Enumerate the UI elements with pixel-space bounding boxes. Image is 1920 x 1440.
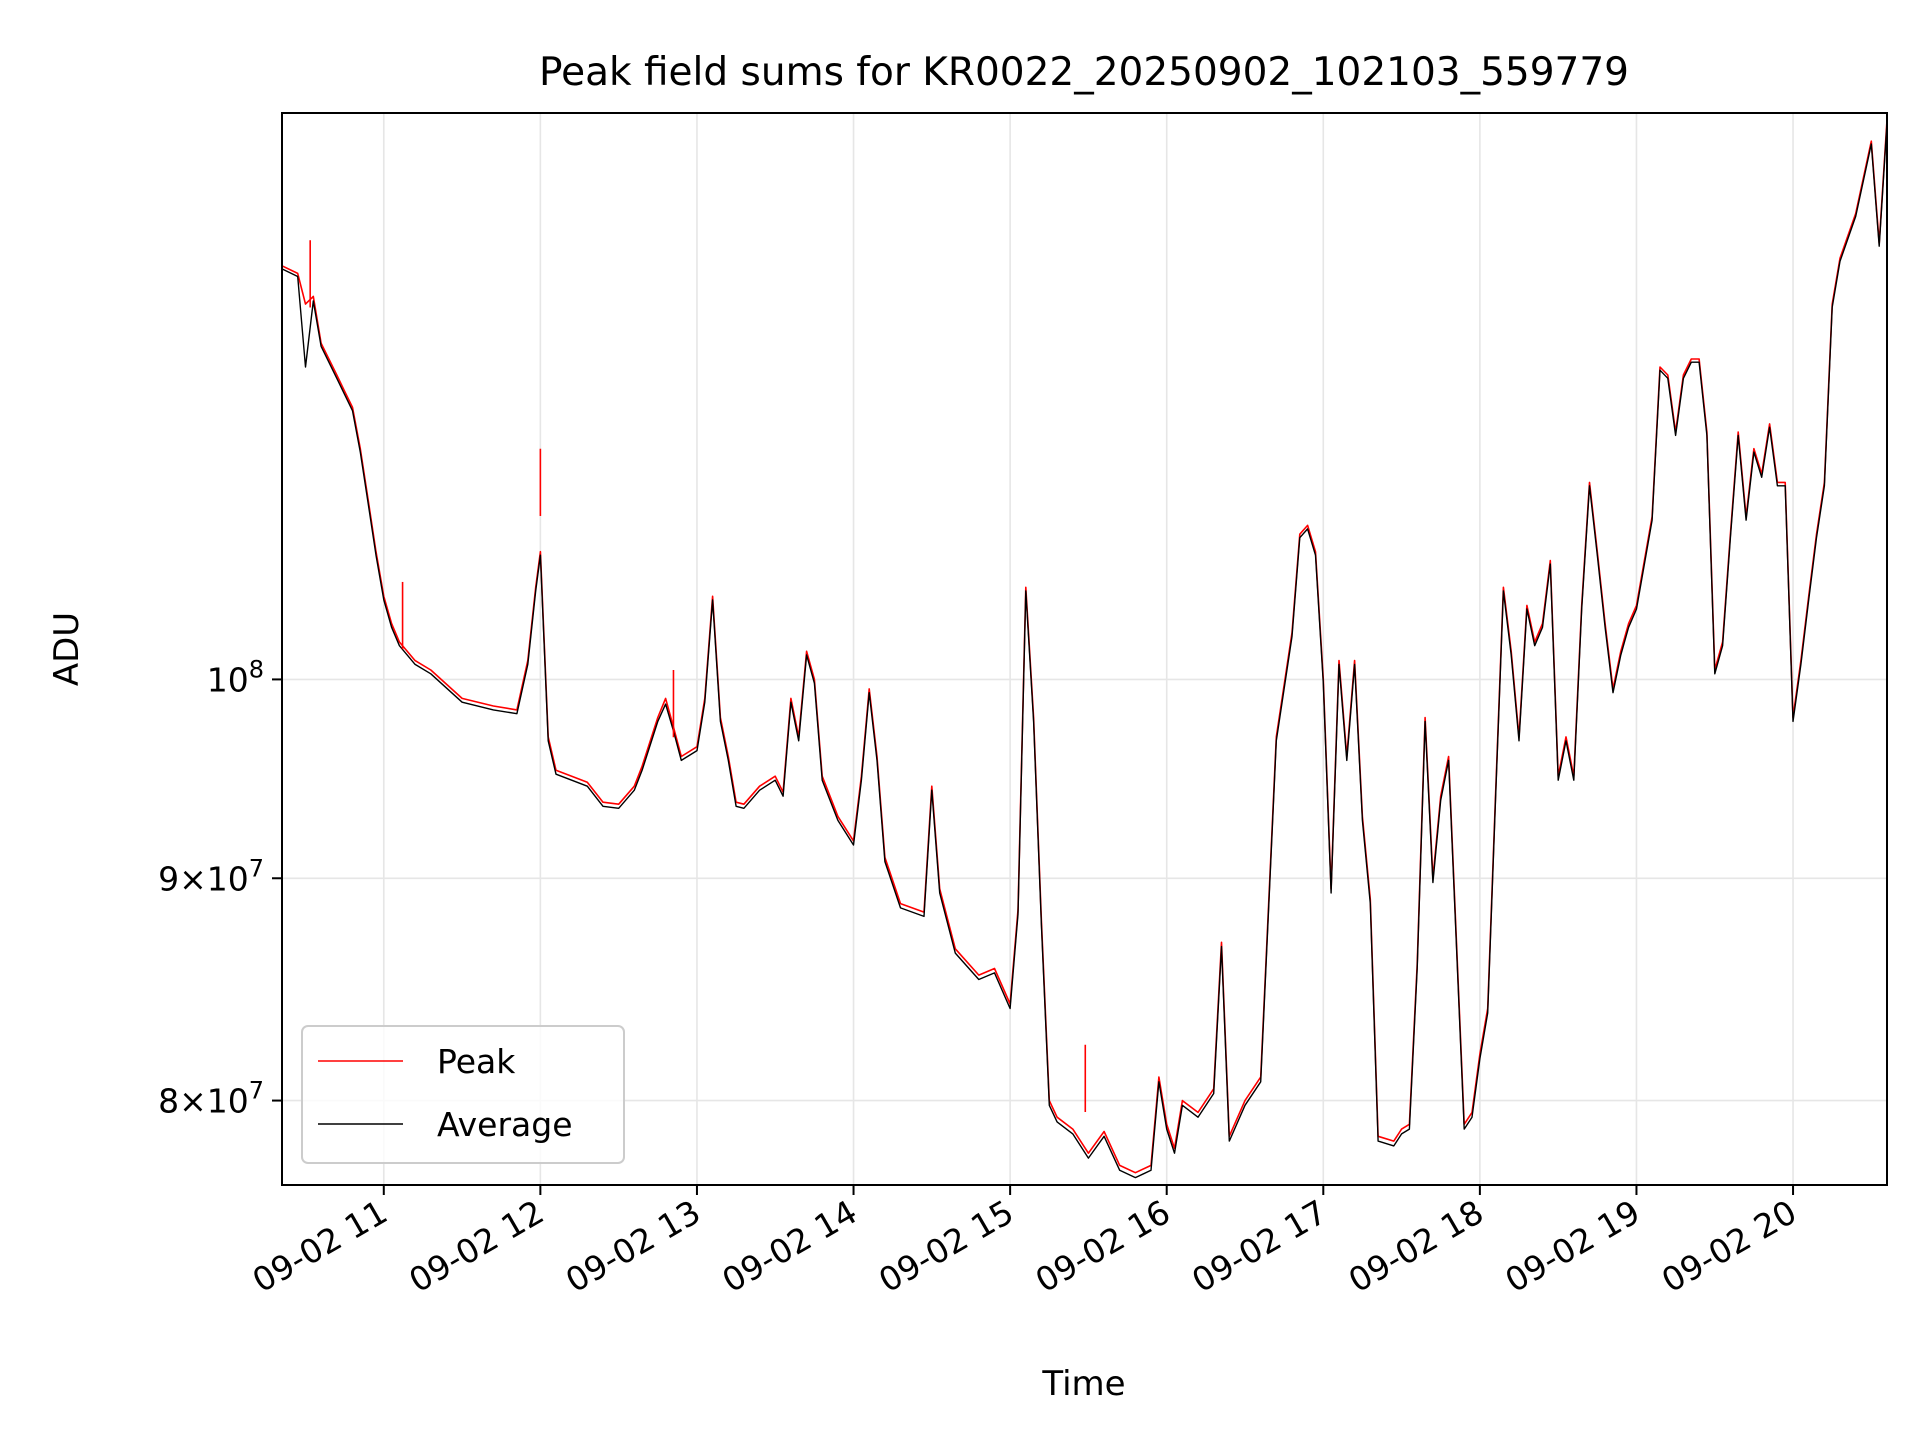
legend-label-peak: Peak <box>437 1042 516 1081</box>
plot-area-frame <box>281 112 1888 1186</box>
y-tick-base: 10 <box>207 660 249 699</box>
y-tick-exponent: 7 <box>249 854 264 882</box>
y-tick-base: 9×10 <box>158 859 249 898</box>
series-line-average <box>281 122 1888 1179</box>
y-tick-label: 8×107 <box>158 1077 264 1121</box>
y-tick-exponent: 7 <box>249 1077 264 1105</box>
y-tick-base: 8×10 <box>158 1082 249 1121</box>
y-axis-label: ADU <box>47 612 87 686</box>
y-tick-label: 108 <box>207 655 264 699</box>
chart-title: Peak field sums for KR0022_20250902_1021… <box>539 50 1629 95</box>
legend: Peak Average <box>301 1025 625 1164</box>
series-line-peak <box>281 119 1888 1174</box>
legend-label-average: Average <box>437 1105 573 1144</box>
y-tick-label: 9×107 <box>158 854 264 898</box>
series-layer <box>281 119 1888 1179</box>
x-axis-label: Time <box>1041 1364 1125 1404</box>
y-tick-exponent: 8 <box>249 655 264 683</box>
